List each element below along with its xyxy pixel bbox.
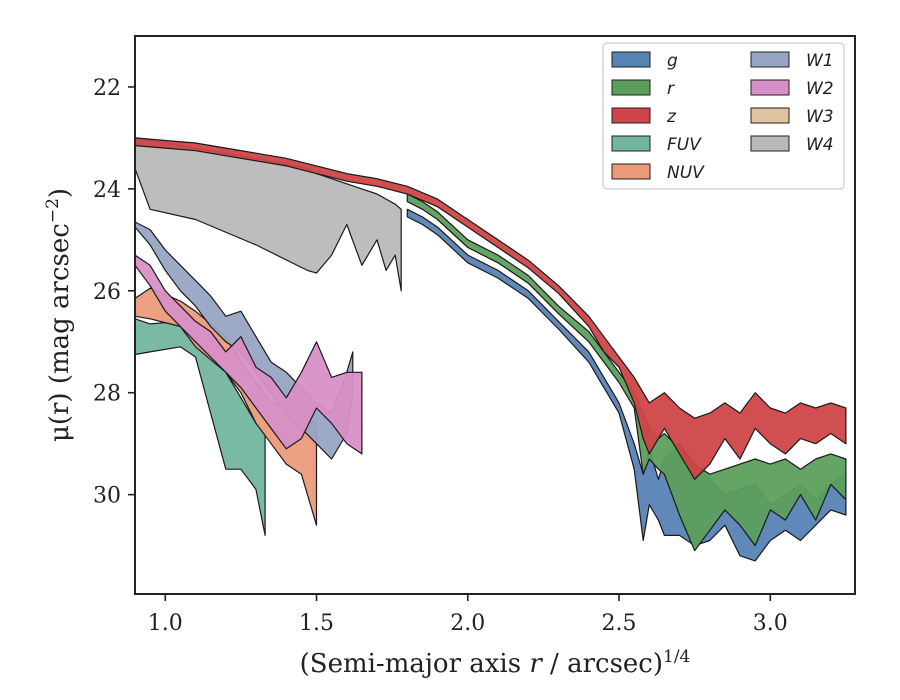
- x-axis-ticks: 1.0 1.5 2.0 2.5 3.0: [148, 594, 788, 636]
- legend-label-w4: W4: [806, 135, 834, 155]
- legend-label-fuv: FUV: [667, 135, 702, 155]
- y-tick-label: 24: [93, 178, 121, 203]
- legend-swatch-w1: [750, 51, 790, 68]
- x-tick-label: 1.5: [299, 611, 334, 636]
- y-tick-label: 22: [93, 76, 121, 101]
- legend-label-w1: W1: [806, 51, 834, 71]
- band-w2: [135, 254, 363, 455]
- legend-label-w3: W3: [806, 107, 834, 127]
- legend-swatch-g: [611, 51, 651, 68]
- legend-swatch-fuv: [611, 135, 651, 152]
- y-axis-ticks: 22 24 26 28 30: [93, 76, 135, 509]
- x-tick-label: 3.0: [753, 611, 788, 636]
- legend-label-r: r: [667, 79, 675, 99]
- legend-label-g: g: [667, 51, 678, 71]
- legend-swatch-w3: [750, 107, 790, 124]
- y-tick-label: 28: [93, 382, 121, 407]
- plot-frame: [134, 35, 856, 595]
- band-r: [406, 193, 847, 552]
- legend-swatch-r: [611, 79, 651, 96]
- legend: grz FUV NUV W1 W2 W3 W4: [602, 42, 845, 190]
- x-tick-label: 1.0: [148, 611, 183, 636]
- band-g: [406, 208, 847, 562]
- y-tick-label: 30: [93, 484, 121, 509]
- y-tick-label: 26: [93, 280, 121, 305]
- legend-swatch-w4: [750, 135, 790, 152]
- legend-label-w2: W2: [806, 79, 834, 99]
- legend-swatch-nuv: [611, 163, 651, 180]
- x-tick-label: 2.5: [602, 611, 637, 636]
- legend-label-nuv: NUV: [667, 163, 705, 183]
- x-tick-label: 2.0: [450, 611, 485, 636]
- legend-label-z: z: [666, 107, 677, 127]
- legend-swatch-z: [611, 107, 651, 124]
- y-axis-label: μ(r) (mag arcsec−2): [43, 188, 75, 442]
- profile-bands: [135, 137, 847, 562]
- legend-swatch-w2: [750, 79, 790, 96]
- x-axis-label: (Semi-major axis r / arcsec)1/4: [300, 647, 691, 679]
- band-z: [135, 137, 847, 480]
